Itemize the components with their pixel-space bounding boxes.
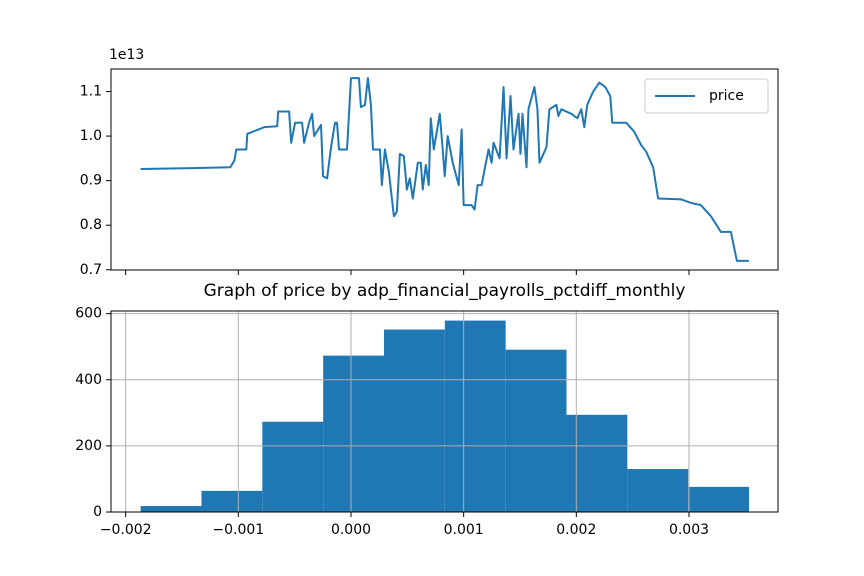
hist-bar (383, 329, 445, 512)
hist-bar (444, 320, 506, 512)
price-line (140, 77, 749, 262)
hist-bar (201, 490, 263, 512)
y-tick-label: 1.0 (80, 128, 102, 144)
x-tick-label: 0.001 (444, 522, 484, 538)
hist-bar (140, 506, 202, 512)
y-tick-label: 0.8 (80, 217, 102, 233)
offset-text: 1e13 (109, 47, 144, 63)
x-tick-label: −0.001 (212, 522, 264, 538)
legend-box (644, 78, 769, 114)
axes-frame (110, 310, 779, 513)
y-tick-label: 400 (75, 372, 102, 388)
axes-frame (110, 68, 779, 271)
x-tick-label: 0.002 (556, 522, 596, 538)
y-tick-label: 0.9 (80, 173, 102, 189)
y-tick-label: 1.1 (80, 84, 102, 100)
x-tick-label: 0.003 (669, 522, 709, 538)
legend-label: price (709, 88, 744, 104)
hist-bar (627, 469, 689, 512)
chart-title: Graph of price by adp_financial_payrolls… (204, 281, 686, 301)
y-tick-label: 200 (75, 438, 102, 454)
x-tick-label: −0.002 (100, 522, 152, 538)
hist-bar (323, 355, 384, 512)
hist-bar (262, 421, 324, 512)
x-tick-label: 0.000 (331, 522, 371, 538)
y-tick-label: 600 (75, 306, 102, 322)
hist-bar (566, 414, 628, 512)
hist-bar (688, 486, 750, 512)
y-tick-label: 0 (93, 504, 102, 520)
hist-bar (505, 349, 567, 512)
y-tick-label: 0.7 (80, 262, 102, 278)
